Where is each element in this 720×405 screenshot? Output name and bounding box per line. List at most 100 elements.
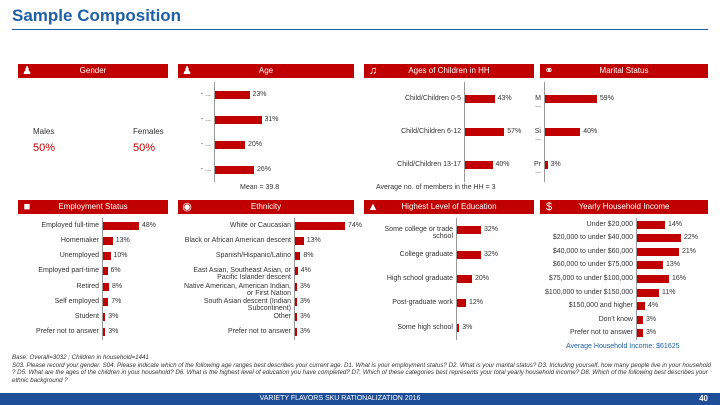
ethnicity-category-label: Spanish/Hispanic/Latino	[215, 252, 291, 260]
income-bar	[637, 302, 645, 311]
children-value-label: 57%	[507, 128, 522, 135]
gender-females-value: 50%	[133, 142, 156, 154]
income-category-label: $100,000 to under $150,000	[545, 288, 633, 296]
ethnicity-bar	[295, 267, 298, 276]
education-bar	[457, 226, 481, 235]
ethnicity-category-label: South Asian descent (Indian Subcontinent…	[203, 297, 291, 312]
marital-value-label: 3%	[550, 161, 561, 169]
education-category-label: Some high school	[397, 323, 453, 331]
income-value-label: 13%	[666, 261, 681, 269]
employment-category-label: Student	[74, 313, 99, 321]
ethnicity-axis	[294, 218, 295, 340]
education-bar	[457, 299, 466, 308]
page-title: Sample Composition	[12, 6, 182, 25]
income-bar	[637, 275, 669, 283]
education-header-label: Highest Level of Education	[401, 202, 497, 211]
ethnicity-value-label: 3%	[300, 282, 311, 290]
age-value-label: 23%	[252, 90, 267, 98]
income-average: Average Household Income: $61625	[566, 343, 680, 350]
income-value-label: 21%	[682, 247, 697, 255]
ethnicity-category-label: Other	[273, 313, 291, 321]
employment-bar	[103, 328, 106, 337]
ethnicity-category-label: Native American, American Indian, or Fir…	[184, 282, 291, 297]
marital-bar	[545, 128, 581, 136]
children-category-label: Child/Children 6-12	[401, 128, 461, 135]
ethnicity-value-label: 74%	[347, 221, 362, 229]
age-category-label: - ...	[200, 115, 211, 123]
income-bar	[637, 315, 643, 324]
ethnicity-header: Ethnicity	[178, 200, 354, 214]
age-category-label: - ...	[200, 165, 211, 173]
income-value-label: 3%	[646, 329, 657, 337]
people-icon: ♟	[22, 65, 32, 77]
income-bar	[637, 247, 679, 256]
gender-header-label: Gender	[79, 66, 107, 75]
education-category-label: High school graduate	[386, 275, 453, 282]
marital-bar	[545, 94, 597, 103]
income-value-label: 3%	[646, 315, 657, 323]
children-bar	[465, 94, 495, 103]
globe-icon: ◉	[182, 201, 192, 213]
age-mean: Mean = 39.8	[240, 184, 280, 191]
income-category-label: $150,000 and higher	[568, 302, 633, 310]
income-bar	[637, 261, 663, 270]
age-value-label: 20%	[248, 140, 263, 148]
education-value-label: 12%	[469, 299, 484, 307]
age-axis	[214, 82, 215, 182]
children-category-label: Child/Children 13-17	[397, 161, 461, 169]
ethnicity-category-label: White or Caucasian	[229, 221, 291, 229]
employment-value-label: 10%	[113, 252, 128, 260]
children-average: Average no. of members in the HH = 3	[376, 184, 496, 191]
gender-males-value: 50%	[33, 142, 56, 154]
income-value-label: 4%	[648, 302, 659, 310]
age-value-label: 31%	[264, 115, 279, 123]
footer-text: VARIETY FLAVORS SKU RATIONALIZATION 2016	[259, 395, 421, 402]
page-number: 40	[699, 394, 708, 403]
income-bar	[637, 220, 665, 229]
marital-value-label: 59%	[599, 94, 614, 102]
education-bar	[457, 323, 460, 332]
income-header: Yearly Household Income	[540, 200, 708, 214]
income-category-label: $40,000 to under $60,000	[552, 247, 633, 255]
education-value-label: 3%	[462, 323, 473, 331]
gender-females-label: Females	[133, 127, 164, 136]
employment-bar	[103, 252, 111, 261]
education-category-label: Post-graduate work	[392, 299, 453, 307]
ring-icon: ⚭	[544, 65, 554, 77]
ethnicity-header-label: Ethnicity	[250, 202, 282, 211]
income-header-label: Yearly Household Income	[578, 202, 670, 211]
marital-bar	[545, 161, 548, 170]
children-bar	[465, 161, 493, 170]
ethnicity-value-label: 4%	[300, 267, 311, 275]
income-axis	[636, 218, 637, 340]
age-header: Age	[178, 64, 354, 78]
footer-bar: VARIETY FLAVORS SKU RATIONALIZATION 2016…	[0, 393, 720, 405]
age-category-label: - ...	[200, 140, 211, 148]
education-chart: Some college or trade school 32% College g…	[364, 218, 534, 340]
children-value-label: 43%	[497, 94, 512, 102]
income-value-label: 11%	[662, 288, 676, 296]
income-bar	[637, 288, 659, 297]
footnote-base: Base: Overall=3032 ; Children in househo…	[12, 354, 149, 361]
ethnicity-bar	[295, 313, 298, 322]
ethnicity-bar	[295, 297, 298, 306]
employment-bar	[103, 221, 139, 230]
money-bag-icon: $	[545, 201, 553, 213]
employment-category-label: Employed full-time	[41, 221, 99, 229]
employment-category-label: Employed part-time	[38, 267, 99, 275]
children-value-label: 40%	[495, 161, 510, 169]
marital-category-label: Si ...	[534, 128, 541, 142]
employment-bar	[103, 236, 113, 245]
children-bar	[465, 128, 505, 136]
education-category-label: College graduate	[399, 250, 453, 258]
income-category-label: Prefer not to answer	[569, 329, 633, 337]
marital-header: Marital Status	[540, 64, 708, 78]
employment-bar	[103, 313, 106, 322]
ethnicity-category-label: Black or African American descent	[184, 236, 291, 244]
children-axis	[464, 82, 465, 182]
age-bar	[215, 165, 254, 174]
ethnicity-value-label: 13%	[306, 236, 321, 244]
education-category-label: Some college or trade school	[384, 226, 453, 241]
employment-category-label: Homemaker	[60, 236, 99, 244]
age-category-label: - ...	[200, 90, 211, 98]
